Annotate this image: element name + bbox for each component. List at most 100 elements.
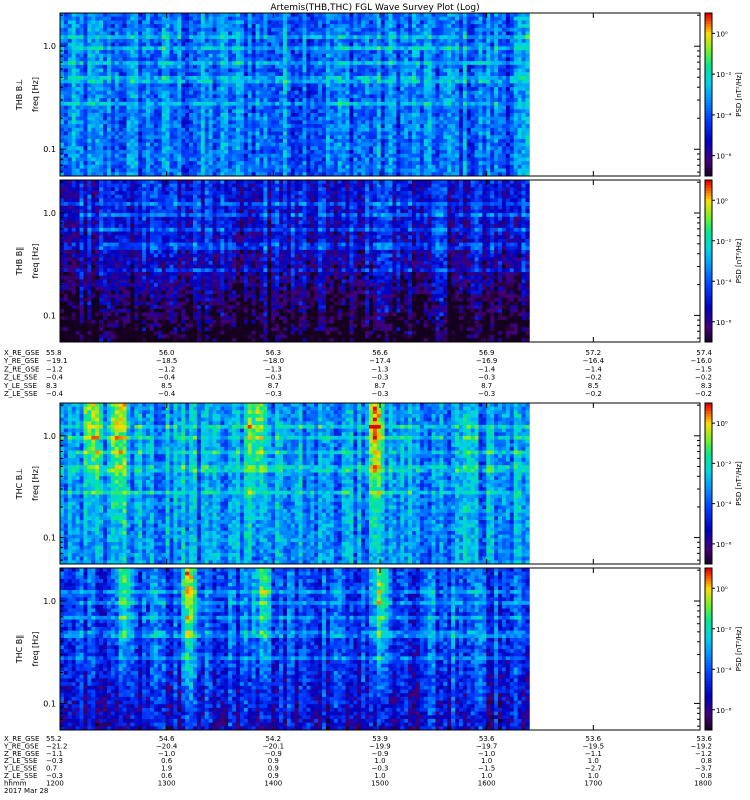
heatmap-cell [259,135,263,139]
heatmap-cell [342,69,346,73]
heatmap-cell [72,98,76,102]
heatmap-cell [428,72,432,76]
heatmap-cell [173,13,177,17]
heatmap-cell [76,76,80,80]
heatmap-cell [232,83,236,87]
heatmap-cell [185,80,189,84]
heatmap-cell [447,20,451,24]
heatmap-cell [177,106,181,110]
heatmap-cell [471,139,475,143]
heatmap-cell [295,124,299,128]
heatmap-cell [150,165,154,169]
heatmap-cell [275,157,279,161]
heatmap-cell [326,132,330,136]
heatmap-cell [522,35,526,39]
heatmap-cell [428,154,432,158]
heatmap-cell [236,135,240,139]
heatmap-cell [385,80,389,84]
heatmap-cell [346,165,350,169]
heatmap-cell [209,43,213,47]
heatmap-cell [349,32,353,36]
heatmap-cell [267,87,271,91]
heatmap-cell [150,20,154,24]
heatmap-cell [361,154,365,158]
heatmap-cell [72,54,76,58]
heatmap-cell [216,120,220,124]
heatmap-cell [279,54,283,58]
heatmap-cell [349,139,353,143]
heatmap-cell [295,143,299,147]
heatmap-cell [486,54,490,58]
heatmap-cell [525,13,529,17]
heatmap-cell [349,83,353,87]
heatmap-cell [252,139,256,143]
heatmap-cell [498,24,502,28]
heatmap-cell [478,46,482,50]
heatmap-cell [377,35,381,39]
heatmap-cell [373,69,377,73]
heatmap-cell [447,146,451,150]
heatmap-cell [302,98,306,102]
heatmap-cell [451,61,455,65]
heatmap-cell [232,135,236,139]
heatmap-cell [514,132,518,136]
heatmap-cell [271,157,275,161]
heatmap-cell [377,87,381,91]
heatmap-cell [263,20,267,24]
heatmap-cell [189,39,193,43]
heatmap-cell [107,157,111,161]
heatmap-cell [68,139,72,143]
heatmap-cell [412,154,416,158]
heatmap-cell [447,157,451,161]
heatmap-cell [60,46,64,50]
heatmap-cell [392,80,396,84]
heatmap-cell [400,28,404,32]
heatmap-cell [424,69,428,73]
heatmap-cell [205,109,209,113]
heatmap-cell [189,157,193,161]
heatmap-cell [338,117,342,121]
heatmap-cell [111,24,115,28]
heatmap-cell [76,83,80,87]
heatmap-cell [432,95,436,99]
heatmap-cell [494,106,498,110]
heatmap-cell [115,154,119,158]
heatmap-cell [248,135,252,139]
heatmap-cell [248,50,252,54]
heatmap-cell [244,61,248,65]
heatmap-cell [443,91,447,95]
heatmap-cell [91,43,95,47]
heatmap-cell [291,61,295,65]
heatmap-cell [435,128,439,132]
heatmap-cell [486,109,490,113]
heatmap-cell [502,24,506,28]
heatmap-cell [353,13,357,17]
heatmap-cell [162,135,166,139]
heatmap-cell [232,165,236,169]
heatmap-cell [396,20,400,24]
heatmap-cell [68,32,72,36]
heatmap-cell [228,91,232,95]
heatmap-cell [279,87,283,91]
heatmap-cell [522,113,526,117]
heatmap-cell [486,161,490,165]
heatmap-cell [502,120,506,124]
heatmap-cell [95,32,99,36]
heatmap-cell [189,46,193,50]
heatmap-cell [123,150,127,154]
heatmap-cell [326,135,330,139]
heatmap-cell [502,83,506,87]
heatmap-cell [216,124,220,128]
heatmap-cell [115,72,119,76]
heatmap-cell [494,17,498,21]
heatmap-cell [197,24,201,28]
heatmap-cell [404,113,408,117]
heatmap-cell [357,43,361,47]
heatmap-cell [353,69,357,73]
heatmap-cell [459,24,463,28]
heatmap-cell [142,46,146,50]
heatmap-cell [256,117,260,121]
heatmap-cell [95,139,99,143]
heatmap-cell [150,13,154,17]
heatmap-cell [510,128,514,132]
